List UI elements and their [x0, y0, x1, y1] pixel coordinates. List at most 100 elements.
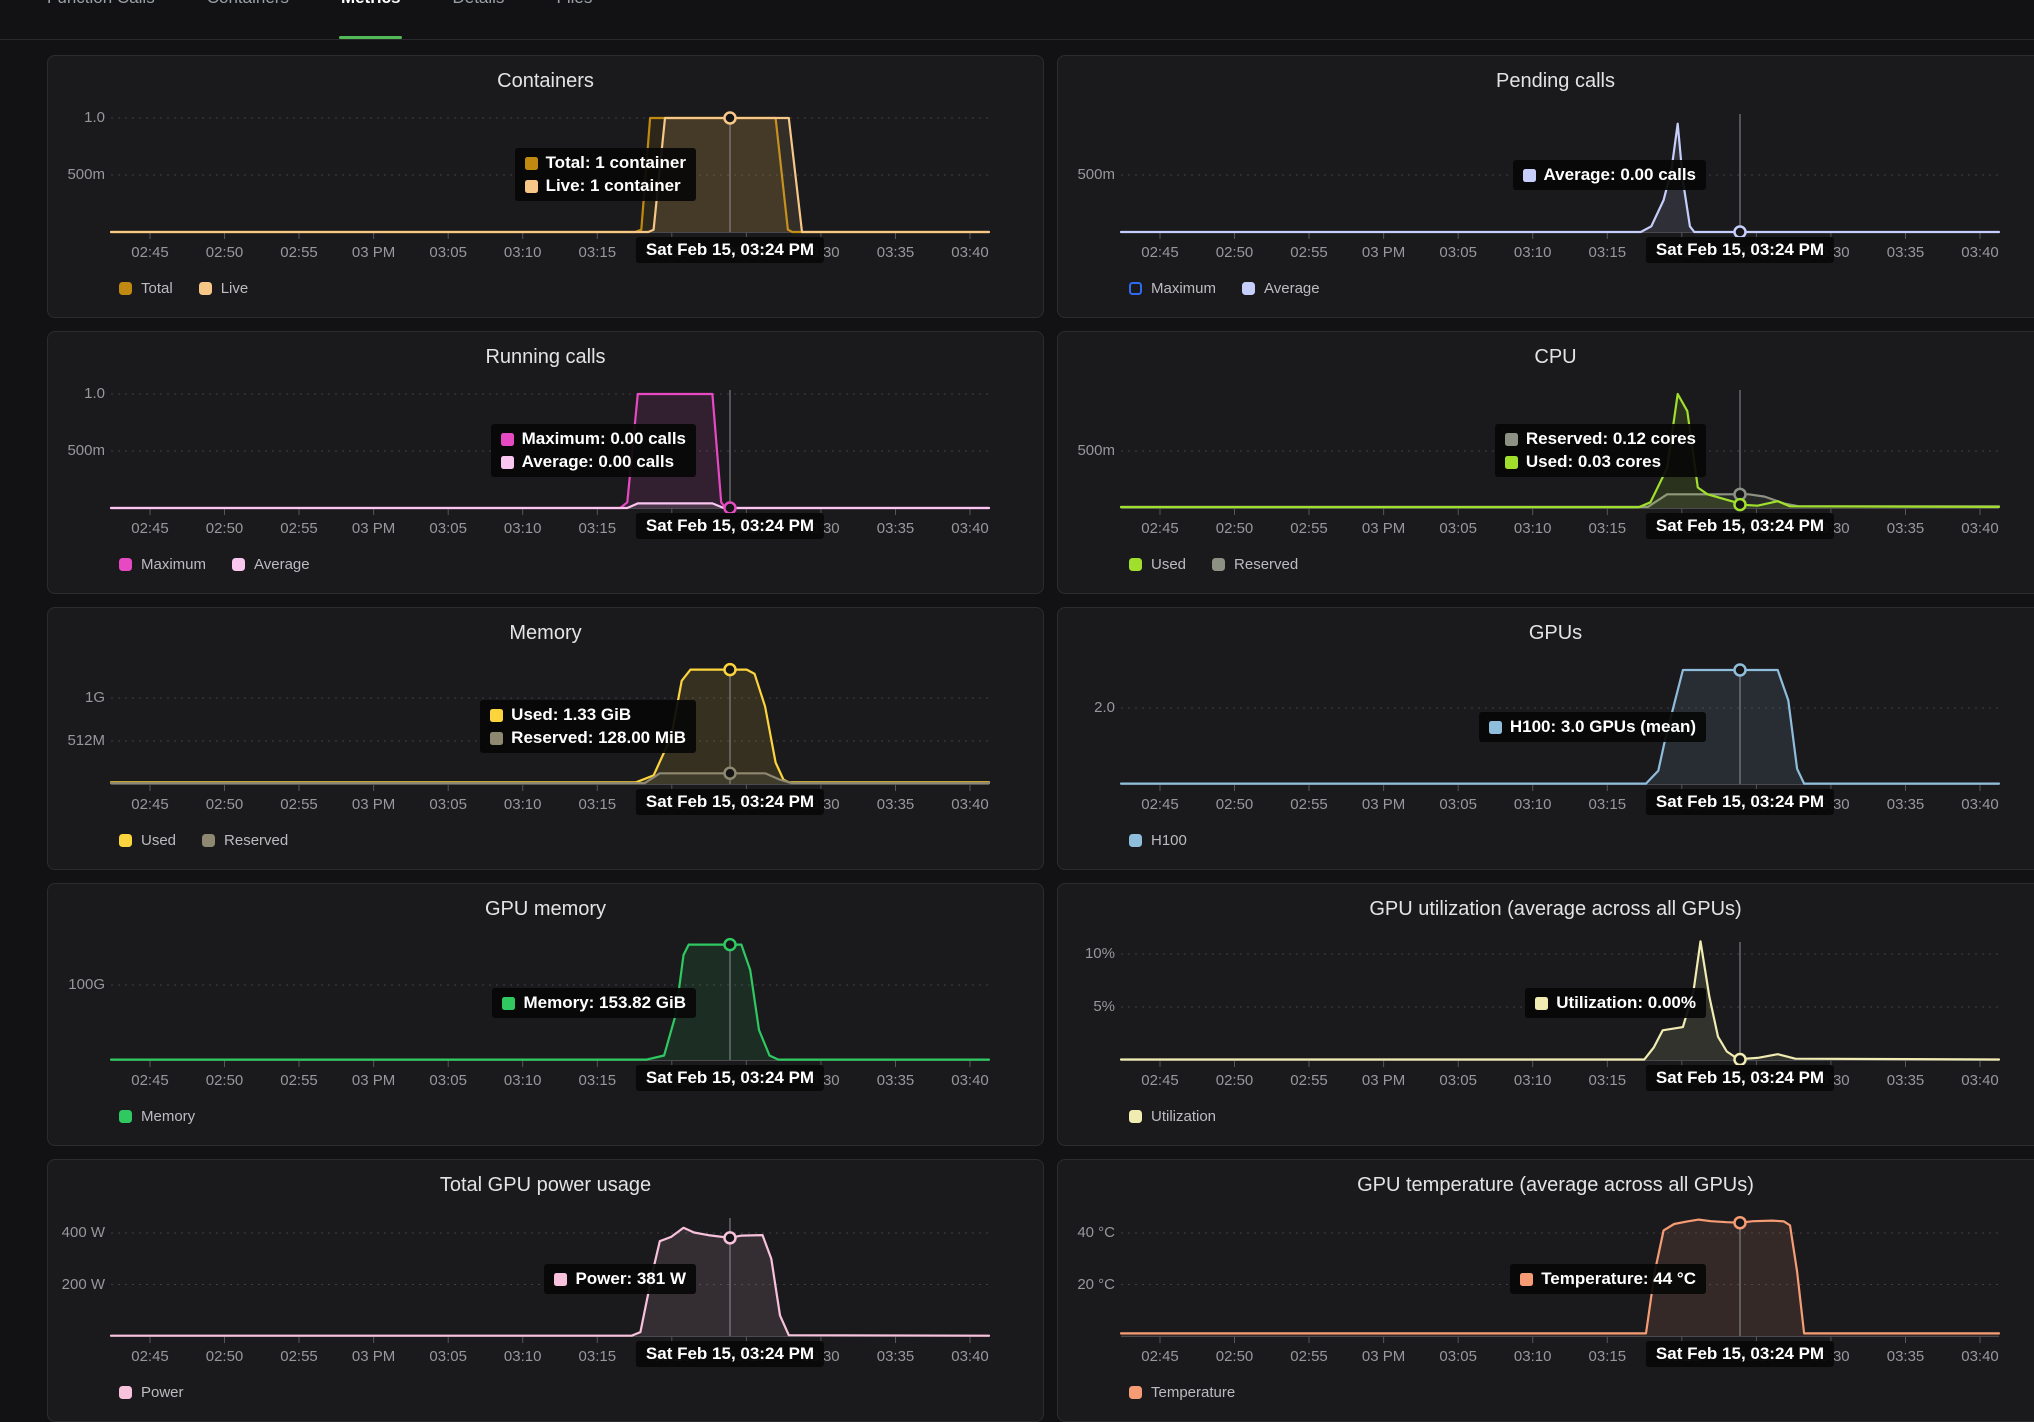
x-axis-label: 02:55 [280, 244, 318, 261]
x-axis-label: 02:45 [1141, 244, 1179, 261]
series-tooltip: Average: 0.00 calls [1512, 160, 1706, 190]
chart-legend: Temperature [1129, 1384, 1235, 1401]
legend-label: Reserved [1234, 556, 1299, 573]
tooltip-text: Used: 0.03 cores [1525, 452, 1662, 471]
chart-panel-gpu-utilization: GPU utilization (average across all GPUs… [1057, 883, 2034, 1146]
x-axis-label: 02:50 [1215, 796, 1254, 813]
x-axis-label: 02:55 [280, 796, 318, 813]
x-axis-label: 03:40 [951, 520, 989, 537]
legend-item-total[interactable]: Total [119, 280, 173, 297]
legend-item-temperature[interactable]: Temperature [1129, 1384, 1235, 1401]
legend-label: Memory [141, 1108, 196, 1125]
legend-label: Used [141, 832, 177, 849]
y-axis-label: 100G [68, 976, 105, 993]
x-axis-label: 03:35 [876, 1348, 915, 1365]
tooltip-text: Used: 1.33 GiB [511, 705, 632, 724]
chart-canvas[interactable] [1058, 1160, 2034, 1421]
chart-canvas[interactable] [1058, 332, 2034, 593]
legend-item-reserved[interactable]: Reserved [202, 832, 288, 849]
chart-title: Pending calls [1496, 70, 1615, 92]
legend-item-average[interactable]: Average [232, 556, 310, 573]
tab-files[interactable]: Files [556, 0, 592, 39]
x-axis-label: 03:05 [1439, 1072, 1477, 1089]
x-axis-label: 03:35 [876, 520, 915, 537]
x-axis-label: 03:10 [1513, 520, 1552, 537]
chart-title: GPU utilization (average across all GPUs… [1369, 898, 1742, 920]
legend-label: Live [220, 280, 249, 297]
chart-canvas[interactable] [48, 332, 1043, 593]
x-axis-label: 03:10 [503, 520, 542, 537]
legend-label: Power [141, 1384, 184, 1401]
tab-containers[interactable]: Containers [207, 0, 289, 39]
chart-panel-running-calls: Running calls 1.0 500m 02:45 02:50 02:55 03 PM… [47, 331, 1044, 594]
chart-panel-pending-calls: Pending calls 500m 02:45 02:50 02:55 03 PM 03:… [1057, 55, 2034, 318]
legend-swatch [1212, 558, 1226, 571]
chart-legend: Used Reserved [119, 832, 288, 849]
legend-item-memory[interactable]: Memory [119, 1108, 195, 1125]
legend-item-reserved[interactable]: Reserved [1212, 556, 1298, 573]
tooltip-row: Total: 1 container [524, 153, 686, 173]
chart-canvas[interactable] [48, 1160, 1043, 1421]
x-axis-label: 03:40 [951, 796, 989, 813]
chart-canvas[interactable] [48, 884, 1043, 1145]
x-axis-label: 03:05 [429, 1348, 467, 1365]
x-axis-label: 02:55 [280, 1072, 318, 1089]
tooltip-series-swatch [500, 432, 514, 446]
tooltip-row: Maximum: 0.00 calls [500, 429, 686, 449]
legend-item-maximum[interactable]: Maximum [119, 556, 206, 573]
x-axis-label: 03:35 [1886, 244, 1925, 261]
chart-legend: Maximum Average [119, 556, 310, 573]
chart-title: GPU temperature (average across all GPUs… [1357, 1174, 1754, 1196]
legend-label: Average [1264, 280, 1320, 297]
tooltip-row: Used: 1.33 GiB [490, 705, 686, 725]
chart-canvas[interactable] [1058, 56, 2034, 317]
x-axis-label: 03 PM [351, 796, 396, 813]
x-axis-label: 02:55 [280, 520, 318, 537]
legend-item-h100[interactable]: H100 [1129, 832, 1187, 849]
tooltip-text: Total: 1 container [545, 153, 686, 172]
y-axis-label: 500m [1077, 442, 1115, 459]
x-axis-label: 02:45 [1141, 520, 1179, 537]
x-axis-label: 03:10 [1513, 1072, 1552, 1089]
x-axis-label: 03:15 [1588, 796, 1627, 813]
legend-label: Maximum [141, 556, 207, 573]
chart-title: Memory [509, 622, 582, 644]
tooltip-text: Power: 381 W [575, 1269, 686, 1288]
x-axis-label: 03:05 [1439, 1348, 1477, 1365]
chart-title: CPU [1534, 346, 1577, 368]
tab-details[interactable]: Details [452, 0, 504, 39]
legend-item-utilization[interactable]: Utilization [1129, 1108, 1216, 1125]
tooltip-text: Utilization: 0.00% [1556, 993, 1696, 1012]
legend-item-power[interactable]: Power [119, 1384, 184, 1401]
tooltip-series-swatch [490, 708, 504, 722]
legend-label: Maximum [1151, 280, 1217, 297]
x-axis-label: 02:50 [205, 796, 244, 813]
legend-item-live[interactable]: Live [198, 280, 249, 297]
tooltip-text: Live: 1 container [545, 176, 681, 195]
legend-item-average[interactable]: Average [1242, 280, 1320, 297]
x-axis-label: 02:45 [131, 1072, 169, 1089]
tooltip-row: Memory: 153.82 GiB [502, 993, 686, 1013]
legend-item-used[interactable]: Used [1129, 556, 1186, 573]
x-axis-label: 02:50 [205, 1072, 244, 1089]
x-axis-label: 02:55 [1290, 1348, 1328, 1365]
x-axis-label: 03:35 [876, 1072, 915, 1089]
tab-label: Containers [207, 0, 289, 8]
date-tooltip: Sat Feb 15, 03:24 PM [635, 1341, 825, 1367]
chart-canvas[interactable] [48, 608, 1043, 869]
x-axis-label: 02:45 [131, 1348, 169, 1365]
tooltip-series-swatch [1504, 455, 1518, 469]
tooltip-series-swatch [502, 996, 516, 1010]
x-axis-label: 03:10 [1513, 1348, 1552, 1365]
chart-canvas[interactable] [48, 56, 1043, 317]
x-axis-label: 03:35 [876, 796, 915, 813]
x-axis-label: 02:45 [131, 520, 169, 537]
x-axis-label: 03:05 [429, 1072, 467, 1089]
tab-metrics[interactable]: Metrics [338, 0, 403, 39]
legend-item-used[interactable]: Used [119, 832, 176, 849]
chart-panel-gpu-power: Total GPU power usage 400 W 200 W 02:45 02:5… [47, 1159, 1044, 1422]
tab-function-calls[interactable]: Function Calls [47, 0, 155, 39]
legend-item-maximum[interactable]: Maximum [1129, 280, 1216, 297]
date-tooltip: Sat Feb 15, 03:24 PM [635, 789, 825, 815]
x-axis-label: 03:15 [578, 1348, 617, 1365]
